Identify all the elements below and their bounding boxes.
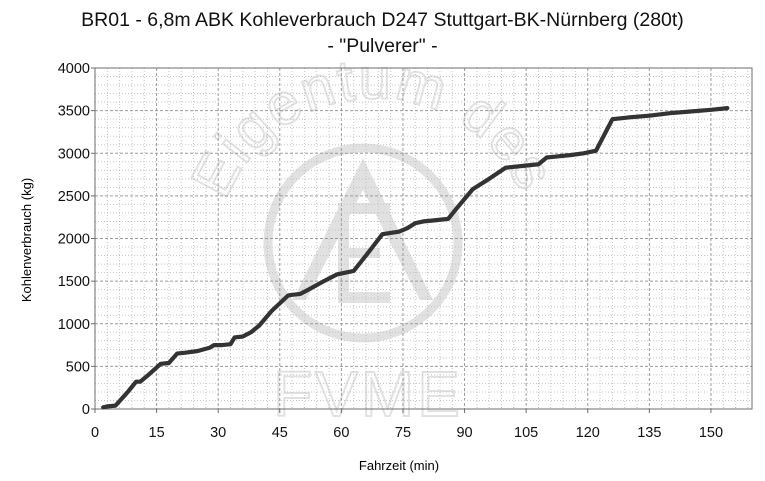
tick-labels: 0 15 30 45 60 75 90 105 120 135 150050010001500200… xyxy=(58,61,723,441)
x-tick-label: 150 xyxy=(699,425,723,441)
x-tick-label: 135 xyxy=(637,425,661,441)
x-tick-label: 75 xyxy=(395,425,411,441)
x-tick-label: 0 xyxy=(91,425,99,441)
axes xyxy=(91,67,753,413)
y-tick-label: 1500 xyxy=(58,274,90,290)
y-tick-label: 1000 xyxy=(58,317,90,333)
x-tick-label: 90 xyxy=(456,425,472,441)
x-tick-label: 30 xyxy=(210,425,226,441)
y-tick-label: 3500 xyxy=(58,104,90,120)
x-axis-label: Fahrzeit (min) xyxy=(359,458,439,473)
y-tick-label: 4000 xyxy=(58,61,90,77)
x-tick-label: 15 xyxy=(149,425,165,441)
svg-text:FVME: FVME xyxy=(273,358,463,430)
chart-title: BR01 - 6,8m ABK Kohleverbrauch D247 Stut… xyxy=(81,9,684,31)
y-axis-label: Kohlenverbrauch (kg) xyxy=(19,178,34,302)
coal-consumption-line xyxy=(101,105,730,410)
x-tick-label: 60 xyxy=(333,425,349,441)
y-tick-label: 500 xyxy=(66,359,90,375)
x-tick-label: 105 xyxy=(514,425,538,441)
x-tick-label: 120 xyxy=(576,425,600,441)
x-tick-label: 45 xyxy=(272,425,288,441)
y-tick-label: 2500 xyxy=(58,189,90,205)
series-group xyxy=(101,105,730,410)
y-tick-label: 3000 xyxy=(58,146,90,162)
y-tick-label: 2000 xyxy=(58,232,90,248)
chart-subtitle: - "Pulverer" - xyxy=(327,35,438,57)
y-tick-label: 0 xyxy=(82,402,90,418)
